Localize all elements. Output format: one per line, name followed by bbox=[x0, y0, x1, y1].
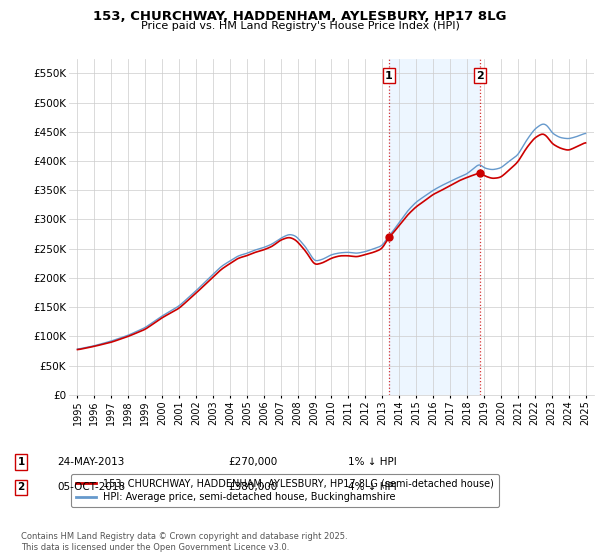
Text: Price paid vs. HM Land Registry's House Price Index (HPI): Price paid vs. HM Land Registry's House … bbox=[140, 21, 460, 31]
Text: Contains HM Land Registry data © Crown copyright and database right 2025.
This d: Contains HM Land Registry data © Crown c… bbox=[21, 532, 347, 552]
Text: 05-OCT-2018: 05-OCT-2018 bbox=[57, 482, 125, 492]
Text: 2: 2 bbox=[476, 71, 484, 81]
Text: 1% ↓ HPI: 1% ↓ HPI bbox=[348, 457, 397, 467]
Text: 1: 1 bbox=[17, 457, 25, 467]
Text: 4% ↓ HPI: 4% ↓ HPI bbox=[348, 482, 397, 492]
Text: £270,000: £270,000 bbox=[228, 457, 277, 467]
Text: 153, CHURCHWAY, HADDENHAM, AYLESBURY, HP17 8LG: 153, CHURCHWAY, HADDENHAM, AYLESBURY, HP… bbox=[93, 10, 507, 23]
Text: £380,000: £380,000 bbox=[228, 482, 277, 492]
Text: 24-MAY-2013: 24-MAY-2013 bbox=[57, 457, 124, 467]
Text: 1: 1 bbox=[385, 71, 392, 81]
Legend: 153, CHURCHWAY, HADDENHAM, AYLESBURY, HP17 8LG (semi-detached house), HPI: Avera: 153, CHURCHWAY, HADDENHAM, AYLESBURY, HP… bbox=[71, 474, 499, 507]
Text: 2: 2 bbox=[17, 482, 25, 492]
